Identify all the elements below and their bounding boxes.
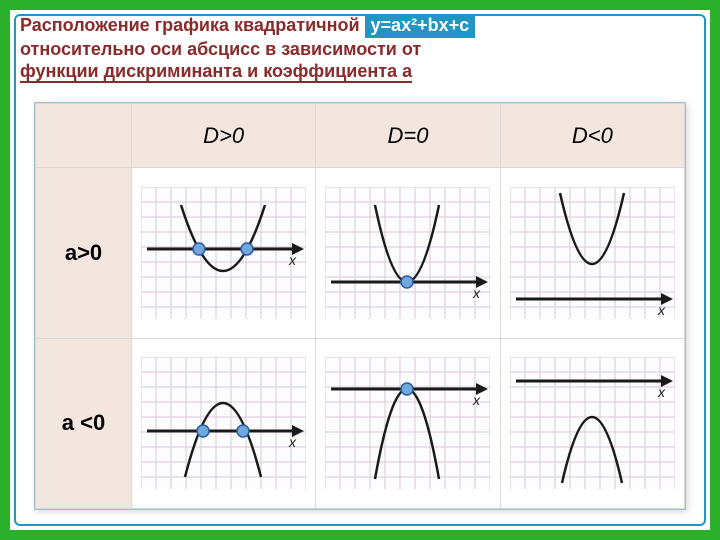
title-formula: y=аx²+bx+c: [365, 14, 476, 38]
comparison-table-wrap: D>0 D=0 D<0 a>0 x x x a <0 x x x: [34, 102, 686, 510]
cell-1-2: x: [500, 338, 684, 509]
cell-1-1: x: [316, 338, 500, 509]
mini-chart: x: [141, 357, 306, 489]
mini-chart: x: [325, 357, 490, 489]
mini-chart: x: [141, 187, 306, 319]
row-header-a-pos: a>0: [36, 168, 132, 339]
cell-0-1: x: [316, 168, 500, 339]
svg-text:x: x: [472, 285, 481, 301]
svg-text:x: x: [288, 252, 297, 268]
row-a-neg: a <0 x x x: [36, 338, 685, 509]
title-line1: Расположение графика квадратичной: [20, 15, 365, 35]
title-line3: функции дискриминанта и коэффициента а: [20, 61, 412, 83]
row-header-a-neg: a <0: [36, 338, 132, 509]
mini-chart: x: [325, 187, 490, 319]
col-header-d-zero: D=0: [316, 104, 500, 168]
slide-frame: Расположение графика квадратичной y=аx²+…: [0, 0, 720, 540]
row-a-pos: a>0 x x x: [36, 168, 685, 339]
svg-text:x: x: [288, 434, 297, 450]
cell-1-0: x: [132, 338, 316, 509]
mini-chart: x: [510, 357, 675, 489]
header-corner: [36, 104, 132, 168]
svg-text:x: x: [657, 384, 666, 400]
col-header-d-neg: D<0: [500, 104, 684, 168]
comparison-table: D>0 D=0 D<0 a>0 x x x a <0 x x x: [35, 103, 685, 509]
svg-text:x: x: [472, 392, 481, 408]
cell-0-2: x: [500, 168, 684, 339]
slide-title: Расположение графика квадратичной y=аx²+…: [10, 10, 710, 85]
col-header-d-pos: D>0: [132, 104, 316, 168]
title-line2: относительно оси абсцисс в зависимости о…: [20, 39, 421, 59]
mini-chart: x: [510, 187, 675, 319]
cell-0-0: x: [132, 168, 316, 339]
svg-text:x: x: [657, 302, 666, 318]
table-body: a>0 x x x a <0 x x x: [36, 168, 685, 509]
